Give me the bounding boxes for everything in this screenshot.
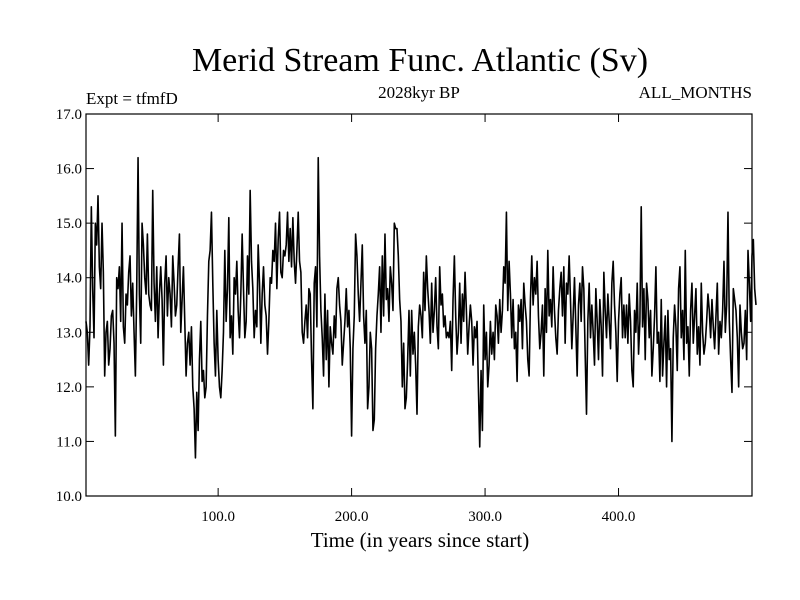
plot-frame [85, 113, 753, 497]
x-tick-label: 200.0 [335, 509, 369, 525]
x-tick-label: 300.0 [468, 509, 502, 525]
y-tick-label: 12.0 [56, 380, 82, 396]
months-label: ALL_MONTHS [639, 83, 752, 102]
y-tick-label: 14.0 [56, 271, 82, 287]
x-axis: 100.0 200.0 300.0 400.0 [201, 114, 635, 525]
period-label: 2028kyr BP [378, 83, 460, 102]
y-tick-label: 15.0 [56, 216, 82, 232]
x-tick-label: 400.0 [602, 509, 636, 525]
y-tick-label: 17.0 [56, 107, 82, 123]
y-tick-label: 10.0 [56, 489, 82, 505]
y-tick-label: 16.0 [56, 162, 82, 178]
x-tick-label: 100.0 [201, 509, 235, 525]
y-tick-label: 11.0 [56, 434, 82, 450]
chart-title: Merid Stream Func. Atlantic (Sv) [192, 42, 648, 79]
series-line [85, 156, 757, 459]
x-axis-label: Time (in years since start) [311, 528, 530, 552]
y-tick-label: 13.0 [56, 325, 82, 341]
y-axis: 10.0 11.0 12.0 13.0 14.0 15.0 16.0 17.0 [56, 107, 752, 505]
experiment-label: Expt = tfmfD [86, 89, 178, 108]
